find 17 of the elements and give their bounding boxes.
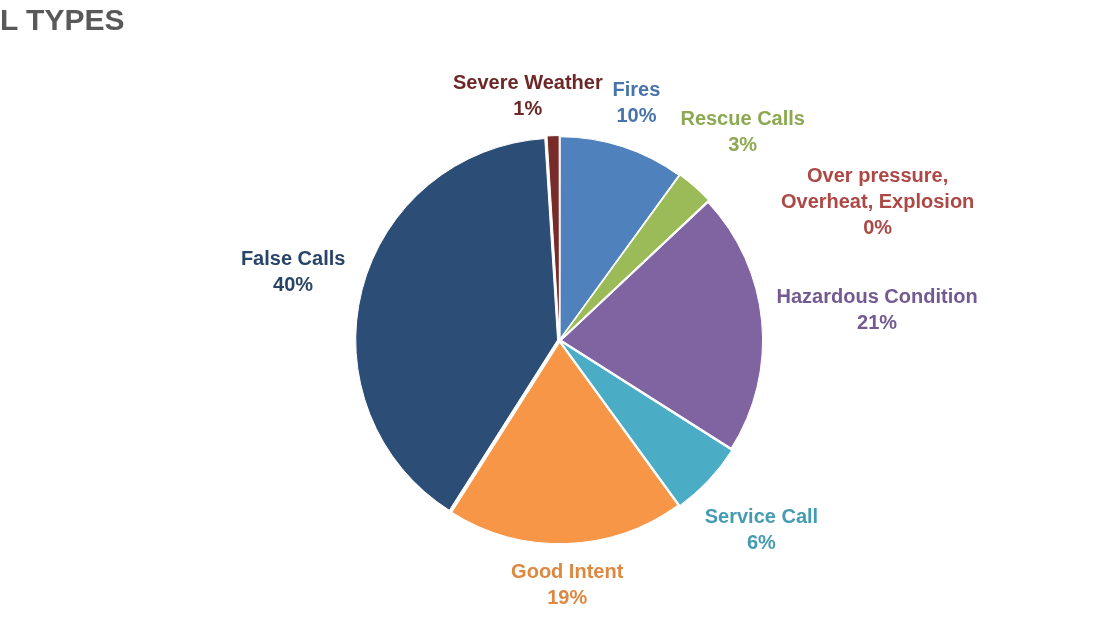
data-label: 6% — [746, 530, 777, 553]
slice-label: Rescue Calls — [680, 107, 805, 130]
data-label: 19% — [547, 585, 588, 608]
slice-label: Good Intent — [511, 559, 624, 582]
data-label: 3% — [728, 133, 758, 156]
slice-label: Severe Weather — [452, 70, 603, 93]
category-label: Over pressure, Overheat, Explosion — [780, 163, 975, 212]
slice-label: Fires — [612, 78, 661, 101]
text: 0% — [863, 215, 893, 238]
slice-label: Hazardous Condition — [776, 285, 978, 307]
slice-label: False Calls — [240, 246, 346, 269]
data-label: 21% — [857, 311, 898, 333]
slice-label: Service Call — [704, 504, 819, 527]
data-label: 1% — [513, 96, 543, 119]
data-label: 40% — [273, 272, 314, 295]
data-label: 10% — [616, 104, 657, 127]
chart-title: L TYPES — [0, 3, 125, 37]
